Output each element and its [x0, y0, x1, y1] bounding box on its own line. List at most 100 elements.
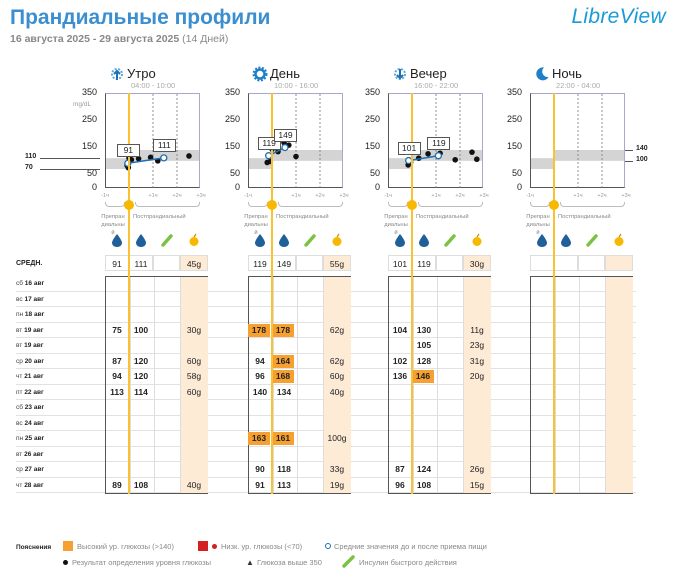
blood-drop-post-icon — [135, 233, 147, 247]
avg-line — [408, 154, 439, 162]
table-cell: 108 — [133, 479, 149, 490]
high-glucose-cell: 161 — [272, 432, 294, 445]
sunrise-icon — [109, 66, 125, 82]
y-tick-label: 250 — [81, 114, 97, 125]
daily-table: 104 130 11g 105 23g 102 128 31g 136 146 20g 87 124 26… — [388, 276, 491, 494]
y-tick-label: 50 — [511, 168, 522, 179]
x-tick-label: +3ч — [339, 193, 349, 199]
table-cell: 108 — [416, 479, 432, 490]
legend-insulin: Инсулин быстрого действия — [359, 558, 457, 567]
date: 23 авг — [24, 404, 45, 411]
table-cell: 40g — [186, 479, 202, 490]
postprandial-label: Постпрандиальный — [416, 214, 469, 220]
high-glucose-cell: 164 — [272, 354, 294, 368]
avg-callout: 91 — [116, 144, 140, 158]
glucose-reading-dot — [293, 153, 299, 160]
date: 25 авг — [24, 435, 45, 442]
table-cell: 104 — [392, 324, 408, 335]
table-cell: 75 — [112, 324, 122, 335]
average-cell — [530, 255, 554, 271]
weekday: вт — [16, 342, 23, 349]
table-cell: 40g — [329, 386, 345, 397]
glucose-plot — [530, 93, 625, 188]
column-divider — [154, 277, 155, 493]
column-divider — [555, 277, 556, 493]
meal-apple-icon — [267, 200, 277, 210]
blood-drop-pre-icon — [254, 233, 266, 247]
avg-marker — [434, 152, 443, 160]
average-cell — [153, 255, 180, 271]
table-cell: 62g — [329, 324, 345, 335]
weekday: сб — [16, 280, 23, 287]
x-tick-label: +1ч — [573, 193, 583, 199]
pre-brace — [388, 202, 408, 207]
panel-evening: Вечер 16:00 - 22:00 350 250 150 50 0 101 119 -1ч +… — [365, 0, 498, 500]
x-tick-label: +3ч — [479, 193, 489, 199]
row-date-label: ср 20 авг — [16, 358, 44, 365]
pre-brace — [530, 202, 550, 207]
meal-time-line — [128, 93, 130, 494]
preprandial-label: Препран диальны й — [244, 214, 268, 236]
panel-title: Вечер — [410, 66, 447, 81]
average-cell — [296, 255, 323, 271]
column-divider — [413, 277, 414, 493]
daily-table: 75 100 30g 87 120 60g 94 120 58g 113 114 60g 89 108 40… — [105, 276, 208, 494]
y-tick-label: 350 — [364, 87, 380, 97]
high-glucose-cell: 178 — [272, 323, 294, 337]
table-cell: 134 — [276, 386, 292, 397]
post-target-band — [272, 150, 342, 161]
postprandial-label: Постпрандиальный — [276, 214, 329, 220]
row-date-label: сб 23 авг — [16, 404, 44, 411]
y-tick-label: 350 — [224, 87, 240, 97]
average-row-label: СРЕДН. — [16, 260, 43, 267]
row-date-label: пн 25 авг — [16, 435, 44, 442]
row-date-label: вт 26 авг — [16, 451, 43, 458]
average-cell: 119 — [248, 255, 272, 271]
y-tick-label: 150 — [224, 141, 240, 152]
date: 19 авг — [24, 342, 44, 349]
average-cell — [578, 255, 605, 271]
libreview-logo: LibreView — [571, 5, 666, 28]
unit-label: mg/dL — [73, 101, 92, 108]
y-tick-label: 150 — [81, 141, 97, 152]
avg-callout: 119 — [427, 136, 451, 150]
high-glucose-cell: 146 — [412, 370, 434, 383]
date: 18 авг — [24, 311, 45, 318]
average-cell: 111 — [129, 255, 153, 271]
x-tick-label: -1ч — [244, 193, 252, 199]
table-cell: 60g — [329, 371, 345, 381]
daily-table — [530, 276, 633, 494]
pre-target-band — [106, 158, 129, 169]
table-cell: 136 — [392, 371, 408, 381]
avg-callout: 101 — [397, 141, 421, 155]
panel-title: День — [270, 66, 300, 81]
preprandial-label: Препран диальны й — [384, 214, 408, 236]
weekday: вс — [16, 295, 23, 303]
glucose-reading-dot — [474, 156, 480, 163]
carbs-apple-icon — [471, 233, 483, 247]
average-cell: 119 — [412, 255, 436, 271]
triangle-icon: ▲ — [246, 558, 254, 567]
target-label: 110 — [25, 153, 37, 161]
x-tick-label: -1ч — [101, 193, 109, 199]
column-divider — [273, 277, 274, 493]
table-cell: 114 — [134, 386, 148, 397]
average-cell — [605, 255, 633, 271]
low-swatch-icon — [198, 541, 208, 551]
sunset-icon — [392, 66, 408, 82]
y-tick-label: 350 — [81, 87, 97, 97]
date: 26 авг — [24, 450, 44, 458]
post-brace — [560, 202, 625, 207]
panel-title: Ночь — [552, 66, 582, 81]
column-divider — [579, 277, 580, 493]
row-date-label: вт 19 авг — [16, 342, 43, 349]
page-title: Прандиальные профили — [10, 6, 271, 29]
weekday: пн — [16, 435, 24, 442]
x-tick-label: +1ч — [291, 193, 301, 199]
legend-low: Низк. ур. глюкозы (<70) — [221, 542, 303, 551]
x-tick-label: +2ч — [315, 193, 325, 199]
legend-reading: Результат определения уровня глюкозы — [72, 558, 212, 567]
table-cell: 120 — [133, 355, 149, 366]
table-cell: 89 — [112, 479, 122, 490]
blood-drop-post-icon — [560, 233, 572, 247]
